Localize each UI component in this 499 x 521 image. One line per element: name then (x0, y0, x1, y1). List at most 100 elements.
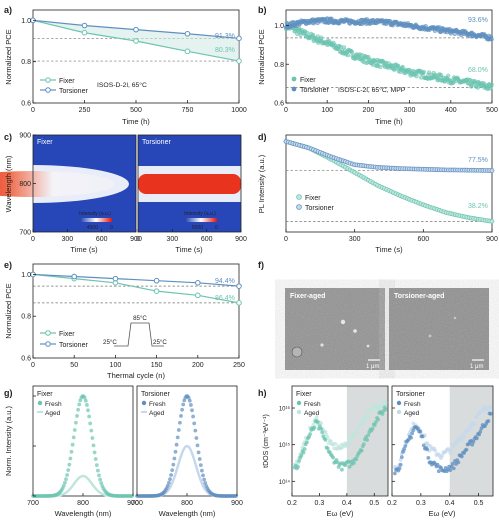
panel-a-series (30, 17, 242, 64)
panel-h-ticks: 0.2 0.3 0.4 0.5 0.2 0.3 0.4 0.5 10¹⁴ 10¹⁵ 10¹⁶ (279, 406, 484, 508)
legend-fixer-marker (296, 194, 302, 200)
data-point-fresh (187, 398, 192, 403)
data-point-fresh (200, 468, 204, 473)
panel-d-legend-fixer: Fixer (305, 195, 321, 202)
data-point-fresh (97, 473, 101, 478)
data-point-fresh (323, 437, 328, 442)
panel-d-annot-torsioner: 77.5% (468, 157, 488, 164)
panel-g-label: g) (4, 388, 13, 398)
panel-g-xlabel-fixer: Wavelength (nm) (55, 509, 112, 518)
data-point-fixer (414, 74, 419, 79)
legend-fresh-marker (396, 400, 402, 406)
panel-d-legend-torsioner: Torsioner (305, 205, 334, 212)
data-point-fresh (171, 462, 176, 467)
panel-e-label: e) (4, 260, 12, 270)
panel-e-annot-fixer: 86.4% (215, 295, 235, 302)
x-tick-label: 250 (79, 107, 91, 114)
data-point-fresh (296, 464, 300, 469)
data-point-fresh (450, 461, 455, 466)
panel-b-ticks: 0 100 200 300 400 500 0.6 0.8 1.0 (274, 23, 498, 114)
data-point-torsioner (489, 168, 495, 173)
data-point-torsioner (236, 35, 242, 42)
data-point-fresh (175, 435, 180, 440)
data-point-fresh (202, 477, 207, 482)
x-tick-label: 300 (166, 236, 178, 243)
data-point-fresh (399, 455, 404, 459)
data-point-torsioner (71, 273, 77, 280)
data-point-fixer (184, 48, 191, 55)
panel-d-legend: Fixer Torsioner (296, 194, 334, 212)
data-point-fresh (308, 432, 313, 436)
cbar-fixer (80, 218, 112, 222)
panel-b-legend-torsioner: Torsioner (300, 87, 329, 94)
data-point-fresh (402, 447, 407, 451)
data-point-fixer (304, 30, 310, 36)
data-point-fresh (471, 439, 476, 444)
y-tick-label: 0.8 (21, 59, 31, 66)
x-tick-label: 0 (31, 236, 35, 243)
data-point-fixer (153, 288, 160, 294)
cbar-f-max: 4500 (87, 225, 98, 231)
data-point-fresh (87, 414, 91, 419)
data-point-fresh (68, 456, 73, 461)
data-point-fresh (77, 402, 82, 407)
x-tick-label: 900 (127, 500, 139, 507)
data-point-aged (329, 439, 333, 444)
data-point-fresh (398, 462, 403, 467)
panel-a-legend-torsioner: Torsioner (59, 88, 88, 95)
panel-b-legend-fixer: Fixer (300, 77, 316, 84)
data-point-fresh (301, 450, 306, 455)
data-point-fresh (83, 398, 88, 403)
data-point-fresh (98, 477, 102, 482)
data-point-fresh (181, 402, 186, 407)
data-point-fresh (92, 450, 97, 455)
data-point-aged (352, 435, 356, 439)
panel-a-annot-torsioner: 91.3% (215, 33, 235, 40)
data-point-fresh (397, 466, 402, 471)
data-point-fresh (69, 449, 74, 454)
data-point-aged (449, 448, 454, 452)
panel-h-fresh-fixer: Fresh (304, 401, 321, 408)
data-point-fresh (486, 419, 491, 423)
panel-h-xlabel-fixer: Eω (eV) (326, 509, 354, 518)
panel-h-legend-fixer: Fixer Fresh Aged (296, 391, 321, 417)
panel-d: d) 0 300 600 900 PL Intensity (a.u.) Time (… (257, 132, 498, 254)
legend-aged-marker (396, 409, 402, 415)
data-point-fresh (403, 444, 408, 448)
data-point-fresh (180, 407, 185, 412)
panel-d-ticks: 0 300 600 900 (284, 229, 498, 243)
legend-fixer-marker (291, 76, 297, 82)
data-point-fresh (64, 477, 68, 482)
data-point-fresh (361, 442, 366, 447)
data-point-fresh (201, 473, 205, 478)
x-tick-label: 300 (404, 107, 416, 114)
data-point-fixer (310, 32, 316, 38)
data-point-fixer (489, 219, 495, 224)
data-point-fresh (193, 428, 198, 433)
data-point-fresh (359, 448, 364, 453)
y-tick-label: 10¹⁴ (279, 479, 291, 486)
panel-b-label: b) (258, 5, 267, 15)
data-point-aged (398, 458, 403, 462)
data-point-fresh (299, 453, 304, 458)
legend-fresh-marker (296, 400, 302, 406)
data-point-aged (455, 441, 460, 446)
x-tick-label: 600 (417, 236, 429, 243)
data-point-fresh (65, 473, 69, 477)
data-point-fresh (409, 435, 413, 440)
panel-h-xlabel-torsioner: Eω (eV) (428, 509, 456, 518)
x-tick-label: 500 (486, 107, 498, 114)
panel-e: e) 0 50 100 150 200 250 0.6 0.8 1.0 Normalized P… (4, 260, 245, 380)
data-point-torsioner (236, 283, 242, 289)
data-point-fresh (172, 456, 177, 461)
data-point-fresh (383, 407, 388, 412)
data-point-aged (355, 430, 360, 435)
legend-fixer-marker (45, 330, 51, 336)
x-tick-label: 900 (130, 236, 142, 243)
data-point-fixer (195, 292, 201, 299)
panel-b: b) 0 100 200 300 400 500 0.6 0.8 1.0 Normalized … (257, 5, 498, 126)
y-tick-label: 1.0 (274, 23, 284, 30)
cycle-left-label: 25°C (103, 339, 117, 346)
data-point-fixer (133, 38, 139, 44)
